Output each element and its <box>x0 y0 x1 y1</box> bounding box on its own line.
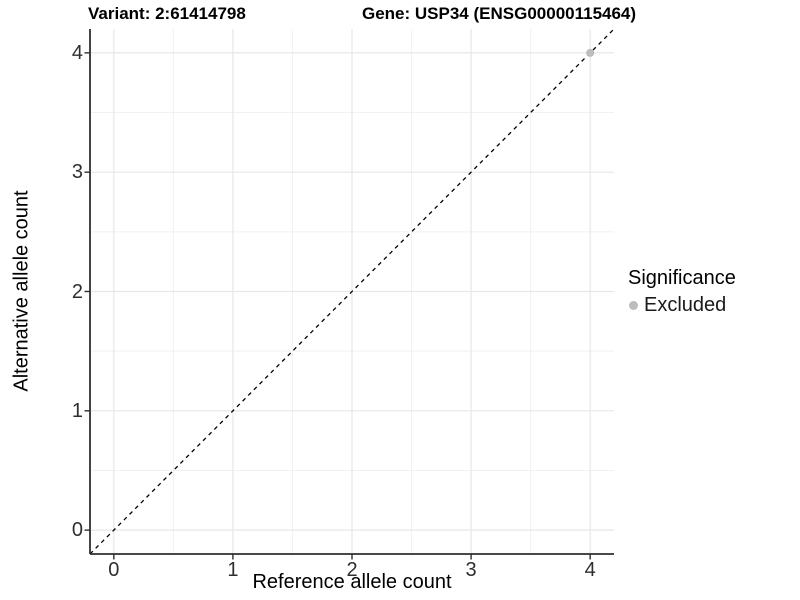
identity-dashed-line <box>89 28 615 555</box>
x-tick-label: 0 <box>108 559 120 581</box>
excluded-point-icon <box>629 300 638 310</box>
gene-title: Gene: USP34 (ENSG00000115464) <box>362 4 637 23</box>
variant-title: Variant: 2:61414798 <box>88 4 246 23</box>
y-tick-label: 4 <box>71 41 83 64</box>
data-point <box>586 48 595 57</box>
y-tick-label: 3 <box>71 161 83 184</box>
x-tick-label: 3 <box>465 559 477 581</box>
plot-panel <box>84 28 615 560</box>
x-tick-label: 1 <box>227 559 239 581</box>
y-tick-label: 1 <box>71 399 83 422</box>
legend: Significance Excluded <box>628 266 736 317</box>
y-axis-title: Alternative allele count <box>10 190 33 392</box>
legend-title: Significance <box>628 267 736 289</box>
x-axis-title: Reference allele count <box>252 571 452 593</box>
y-tick-label: 0 <box>71 519 83 542</box>
x-tick-label: 4 <box>584 559 596 581</box>
legend-item-label: Excluded <box>644 294 727 316</box>
y-tick-label: 2 <box>71 280 83 303</box>
legend-item-excluded: Excluded <box>628 293 736 317</box>
